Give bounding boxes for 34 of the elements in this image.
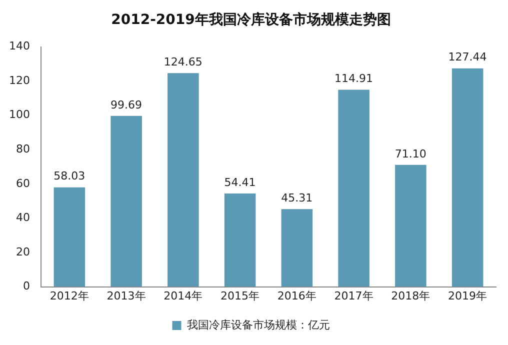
legend-label: 我国冷库设备市场规模：亿元 bbox=[186, 318, 330, 332]
y-tick-label: 0 bbox=[22, 280, 30, 293]
y-tick-label: 100 bbox=[8, 108, 30, 122]
bar bbox=[110, 116, 142, 287]
y-tick-label: 120 bbox=[8, 74, 30, 87]
bar bbox=[281, 209, 313, 287]
data-label: 45.31 bbox=[281, 191, 313, 204]
bar bbox=[54, 187, 86, 287]
x-tick-label: 2013年 bbox=[106, 289, 146, 302]
bar bbox=[395, 164, 426, 287]
data-label: 114.91 bbox=[334, 72, 374, 86]
data-label: 124.65 bbox=[164, 55, 202, 68]
x-tick-label: 2016年 bbox=[277, 289, 316, 302]
y-tick-label: 40 bbox=[16, 211, 30, 224]
data-label: 54.41 bbox=[224, 176, 256, 189]
x-tick-label: 2019年 bbox=[448, 289, 488, 302]
data-label: 127.44 bbox=[448, 50, 487, 64]
x-tick-label: 2017年 bbox=[334, 289, 374, 302]
x-tick-label: 2015年 bbox=[220, 289, 260, 302]
bar bbox=[452, 68, 484, 287]
data-label: 99.69 bbox=[110, 98, 142, 112]
y-tick-label: 20 bbox=[16, 245, 30, 258]
data-label: 58.03 bbox=[54, 170, 86, 183]
bar bbox=[338, 90, 370, 287]
x-tick-label: 2018年 bbox=[391, 289, 430, 302]
chart-title: 2012-2019年我国冷库设备市场规模走势图 bbox=[111, 11, 391, 28]
y-tick-label: 140 bbox=[8, 40, 30, 53]
bar bbox=[168, 73, 199, 287]
data-label: 71.10 bbox=[394, 147, 426, 160]
x-tick-label: 2014年 bbox=[164, 289, 203, 302]
bar bbox=[224, 194, 256, 287]
y-tick-label: 60 bbox=[16, 176, 30, 190]
x-tick-label: 2012年 bbox=[50, 289, 89, 302]
y-tick-label: 80 bbox=[16, 142, 30, 156]
